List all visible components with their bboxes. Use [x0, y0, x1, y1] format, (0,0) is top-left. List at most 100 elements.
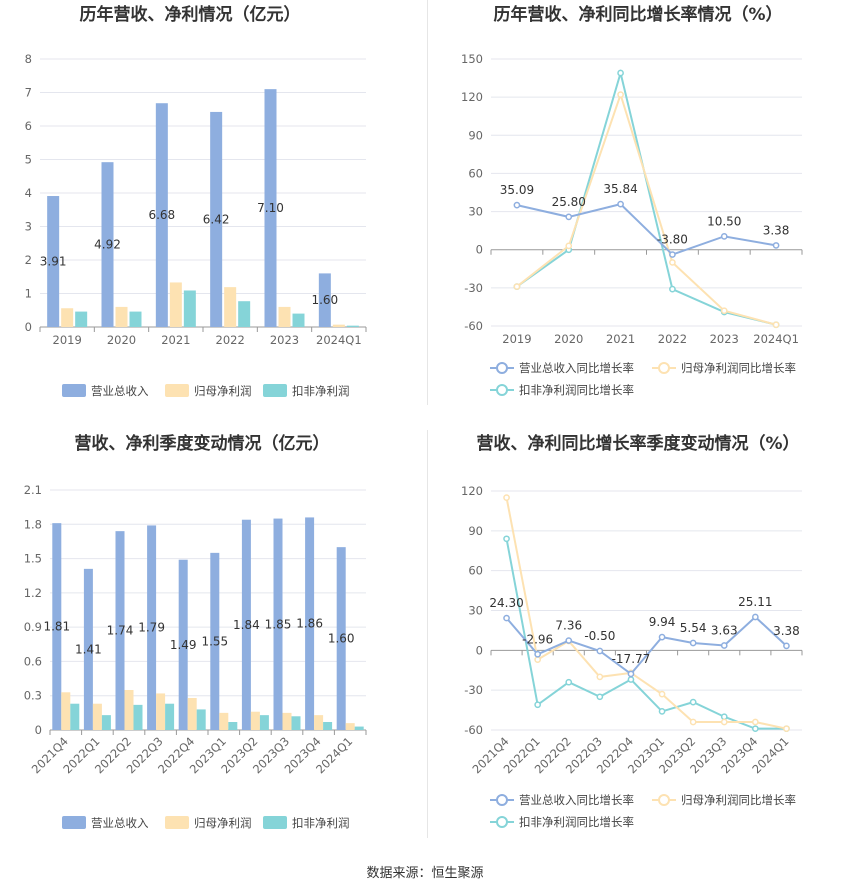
bar-revenue — [273, 518, 283, 730]
legend-item[interactable]: 营业总收入同比增长率 — [490, 793, 634, 807]
bar-revenue — [210, 552, 220, 730]
y-tick-label: 7 — [25, 86, 32, 100]
data-label: 9.94 — [649, 615, 676, 629]
point — [658, 708, 666, 715]
data-label: -2.96 — [522, 632, 553, 646]
data-label: 10.50 — [707, 214, 741, 228]
legend-item[interactable]: 扣非净利润 — [263, 384, 350, 398]
line-revenue-growth — [516, 203, 777, 256]
point — [503, 494, 510, 501]
x-tick-label: 2022 — [658, 332, 687, 346]
data-label: 1.49 — [170, 638, 197, 652]
y-tick-label: 1 — [25, 287, 32, 301]
bar-deducted-profit — [165, 703, 175, 730]
bar-net-profit — [345, 723, 355, 730]
point — [669, 251, 676, 258]
data-label: 1.81 — [43, 620, 70, 634]
point — [627, 676, 635, 683]
y-tick-label: -30 — [464, 281, 483, 295]
y-tick-label: 90 — [468, 128, 483, 142]
y-tick-label: 8 — [25, 52, 32, 66]
point — [783, 725, 790, 733]
bar-net-profit — [219, 712, 229, 730]
line-revenue-growth — [505, 615, 788, 676]
bar-net-profit — [332, 324, 345, 327]
bar-net-profit — [169, 282, 182, 327]
point — [669, 259, 676, 266]
legend-swatch — [62, 384, 86, 397]
bar-net-profit — [314, 715, 324, 730]
y-tick-label: -30 — [464, 683, 483, 697]
data-label: -17.77 — [612, 652, 651, 666]
y-tick-label: 3 — [25, 220, 32, 234]
data-label: 6.42 — [203, 212, 230, 226]
point — [772, 242, 780, 249]
bar-revenue — [147, 525, 157, 730]
data-label: 6.68 — [148, 208, 175, 222]
chart-title: 历年营收、净利情况（亿元） — [80, 4, 301, 25]
legend-swatch — [165, 816, 189, 829]
point — [658, 633, 666, 641]
bar-revenue — [83, 568, 93, 730]
data-label: 35.09 — [500, 183, 534, 197]
legend-item[interactable]: 营业总收入同比增长率 — [490, 361, 634, 375]
data-label: 1.55 — [201, 634, 228, 648]
y-tick-label: 0.9 — [24, 620, 42, 634]
bar-deducted-profit — [183, 290, 196, 327]
y-tick-label: 60 — [468, 564, 483, 578]
bar-net-profit — [115, 306, 128, 327]
bar-deducted-profit — [101, 715, 111, 730]
point — [720, 233, 728, 240]
data-label: 3.63 — [711, 624, 738, 638]
legend-item[interactable]: 扣非净利润 — [263, 816, 350, 830]
bar-deducted-profit — [70, 703, 80, 730]
legend-marker — [496, 384, 508, 396]
bar-net-profit — [282, 712, 292, 730]
data-label: 5.54 — [680, 621, 707, 635]
point — [534, 656, 542, 663]
point — [752, 613, 759, 621]
legend-label: 扣非净利润 — [292, 816, 350, 830]
data-label: 35.84 — [603, 182, 637, 196]
data-label: 25.11 — [738, 595, 772, 609]
bar-deducted-profit — [196, 709, 206, 730]
data-label: 1.60 — [328, 632, 355, 646]
legend-swatch — [263, 816, 287, 829]
point — [720, 642, 728, 649]
chart-3: 营收、净利季度变动情况（亿元）00.30.60.91.21.51.82.1202… — [24, 433, 367, 830]
legend-item[interactable]: 扣非净利润同比增长率 — [490, 815, 634, 829]
x-tick-label: 2019 — [53, 333, 82, 347]
data-label: 1.85 — [265, 617, 292, 631]
legend-item[interactable]: 扣非净利润同比增长率 — [490, 383, 634, 397]
y-tick-label: 0 — [476, 243, 483, 257]
legend-marker — [496, 362, 508, 374]
legend-swatch — [263, 384, 287, 397]
legend-swatch — [165, 384, 189, 397]
data-label: 1.41 — [75, 642, 102, 656]
bar-revenue — [336, 547, 346, 730]
point — [565, 637, 573, 644]
point — [513, 201, 521, 209]
point — [513, 283, 521, 290]
y-tick-label: 30 — [468, 604, 483, 618]
point — [565, 213, 573, 221]
y-tick-label: 0.6 — [24, 654, 42, 668]
data-label: 3.38 — [773, 624, 800, 638]
bar-deducted-profit — [346, 325, 359, 327]
data-label: 4.92 — [94, 238, 121, 252]
y-tick-label: 4 — [25, 186, 32, 200]
legend-item[interactable]: 营业总收入 — [62, 384, 149, 398]
data-source-note: 数据来源：恒生聚源 — [366, 866, 484, 881]
legend-item[interactable]: 归母净利润 — [165, 384, 252, 398]
data-label: 1.86 — [296, 617, 323, 631]
legend-item[interactable]: 归母净利润同比增长率 — [652, 361, 796, 375]
x-tick-label: 2021 — [606, 332, 635, 346]
legend-item[interactable]: 归母净利润同比增长率 — [652, 793, 796, 807]
legend-item[interactable]: 归母净利润 — [165, 816, 252, 830]
chart-title: 历年营收、净利同比增长率情况（%） — [493, 4, 782, 25]
legend-marker — [496, 794, 508, 806]
x-tick-label: 2022 — [216, 333, 245, 347]
legend-item[interactable]: 营业总收入 — [62, 816, 149, 830]
bar-revenue — [155, 103, 168, 327]
legend-marker — [658, 362, 670, 374]
